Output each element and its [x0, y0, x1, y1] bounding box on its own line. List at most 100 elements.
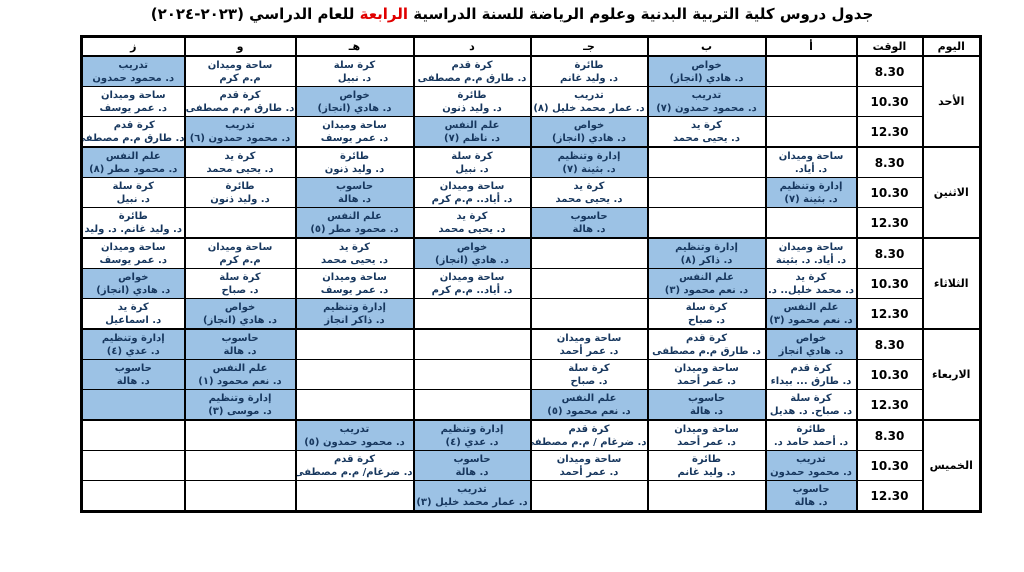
lesson-cell: كرة قدم د. طارق م.م مصطفى — [412, 55, 532, 87]
lesson-cell: تدريب د. عمار محمد خليل (٣) — [412, 480, 532, 512]
lesson-subject: كرة سلة — [112, 180, 154, 192]
lesson-teacher: د. هادي (انجاز) — [435, 254, 509, 266]
lesson-cell: طائرة د. وليد ذنون — [294, 146, 415, 178]
lesson-cell: حاسوب د. هالة — [183, 328, 297, 360]
lesson-cell: خواص د. هادي انجاز — [764, 328, 858, 360]
time-cell: 12.30 — [855, 207, 924, 239]
empty-cell — [294, 389, 415, 421]
schedule-table-wrapper: اليوم الوقت أ ب جـ د هـ و ز الأحد 8.30 خوا… — [0, 35, 982, 513]
header-group-e: هـ — [294, 36, 415, 57]
lesson-teacher: د. محمود حمدون — [92, 72, 175, 84]
lesson-cell: كرة قدم د. طارق م.م مصطفى — [80, 116, 186, 148]
lesson-cell: ساحة وميدان د. عمر أحمد — [646, 419, 767, 451]
lesson-subject: كرة يد — [691, 119, 722, 131]
empty-cell — [412, 298, 532, 330]
lesson-teacher: د. وليد غانم — [677, 466, 736, 478]
lesson-subject: حاسوب — [335, 180, 374, 192]
lesson-cell: حاسوب د. هالة — [412, 450, 532, 481]
lesson-cell: علم النفس د. نعم محمود (٣) — [646, 268, 767, 299]
lesson-teacher: د. وليد غانم — [560, 72, 618, 84]
page-title: جدول دروس كلية التربية البدنية وعلوم الر… — [0, 0, 1024, 23]
lesson-cell: إدارة وتنظيم د. ذاكر (٨) — [646, 237, 767, 269]
empty-cell — [80, 480, 186, 512]
schedule-row: الاثنين 8.30 ساحة وميدان د. أياد. إدارة وتنظ… — [80, 146, 982, 239]
empty-cell — [764, 86, 858, 117]
lesson-teacher: د. طارق م.م مصطفى — [417, 72, 527, 84]
lesson-subject: حاسوب — [792, 483, 830, 495]
lesson-cell: علم النفس د. نعم محمود (١) — [183, 359, 297, 390]
schedule-row: الخميس 8.30 طائرة د. أحمد حامد د. ساحة وميدا… — [80, 419, 982, 512]
lesson-cell: طائرة د. وليد ذنون — [183, 177, 297, 208]
time-cell: 8.30 — [855, 328, 924, 360]
lesson-teacher: م.م كرم — [219, 254, 261, 266]
lesson-teacher: د. هالة — [572, 223, 606, 235]
lesson-subject: طائرة — [691, 453, 722, 465]
lesson-cell: إدارة وتنظيم د. بثينة (٧) — [764, 177, 858, 208]
lesson-cell: كرة قدم د. ضرغام / م.م مصطفى — [529, 419, 649, 451]
lesson-teacher: د. عدي (٤) — [445, 436, 499, 448]
title-prefix: جدول دروس كلية التربية البدنية وعلوم الر… — [408, 5, 874, 23]
time-cell: 8.30 — [855, 146, 924, 178]
lesson-subject: كرة قدم — [451, 59, 493, 71]
lesson-teacher: د. طارق م.م مصطفى — [185, 102, 295, 114]
day-cell: الخميس — [921, 419, 982, 512]
lesson-subject: طائرة — [339, 150, 370, 162]
title-highlight: الرابعة — [359, 5, 409, 23]
header-day: اليوم — [921, 36, 982, 57]
lesson-subject: حاسوب — [114, 362, 152, 374]
schedule-row: 10.30 تدريب د. محمود حمدون (٧) تدريب د. عمار… — [80, 86, 981, 117]
lesson-cell: كرة سلة د. صباح — [529, 359, 649, 390]
lesson-teacher: د. ضرغام / م.م مصطفى — [530, 436, 647, 448]
lesson-teacher: د. يحيى محمد — [321, 254, 388, 266]
header-time: الوقت — [855, 36, 924, 57]
lesson-cell: كرة يد د. يحيى محمد — [646, 116, 767, 148]
lesson-teacher: د. طارق م.م مصطفى — [652, 345, 761, 357]
time-cell: 10.30 — [855, 359, 924, 390]
lesson-subject: طائرة — [457, 89, 487, 101]
lesson-teacher: د. عمار محمد خليل (٣) — [416, 496, 528, 508]
lesson-cell: حاسوب د. هالة — [80, 359, 186, 390]
empty-cell — [80, 389, 186, 421]
day-cell: الأحد — [921, 55, 982, 148]
lesson-subject: ساحة وميدان — [556, 453, 622, 465]
lesson-subject: علم النفس — [327, 210, 382, 222]
lesson-subject: ساحة وميدان — [100, 241, 166, 253]
empty-cell — [80, 419, 186, 451]
lesson-cell: كرة سلة د. نبيل — [294, 55, 415, 87]
schedule-row: 12.30 حاسوب د. هالة تدريب د. عمار محمد خليل … — [80, 480, 981, 512]
lesson-teacher: د. محمود حمدون — [770, 466, 852, 478]
lesson-teacher: د. هالة — [338, 193, 371, 205]
lesson-subject: طائرة — [225, 180, 255, 192]
lesson-teacher: د. عمر يوسف — [320, 284, 389, 296]
header-group-d: د — [412, 36, 532, 57]
lesson-cell: ساحة وميدان م.م كرم — [183, 237, 297, 269]
lesson-teacher: د. أياد. د. بثينة — [775, 254, 847, 266]
lesson-subject: إدارة وتنظيم — [101, 332, 165, 344]
lesson-subject: إدارة وتنظيم — [779, 180, 843, 192]
lesson-teacher: د. هادي انجاز — [778, 345, 844, 357]
lesson-teacher: د. عمر أحمد — [677, 436, 736, 448]
lesson-subject: تدريب — [339, 423, 370, 435]
lesson-teacher: د. محمود مطر (٥) — [310, 223, 399, 235]
lesson-teacher: د. وليد ذنون — [442, 102, 502, 114]
lesson-teacher: د. ذاكر انجاز — [324, 314, 385, 326]
lesson-subject: كرة قدم — [333, 453, 376, 465]
header-group-a: أ — [764, 36, 858, 57]
lesson-cell: كرة سلة د. نبيل — [80, 177, 186, 208]
day-cell: الاثنين — [921, 146, 982, 239]
title-suffix: للعام الدراسي (٢٠٢٣-٢٠٢٤) — [150, 5, 360, 23]
lesson-subject: ساحة وميدان — [674, 423, 739, 435]
lesson-teacher: د. هالة — [794, 496, 828, 508]
lesson-teacher: د. نعم محمود (٣) — [664, 284, 749, 296]
lesson-subject: تدريب — [796, 453, 826, 465]
lesson-teacher: د. هالة — [223, 345, 257, 357]
lesson-teacher: د. ذاكر (٨) — [680, 254, 733, 266]
lesson-subject: إدارة وتنظيم — [208, 392, 272, 404]
lesson-teacher: د. نعم محمود (١) — [198, 375, 282, 387]
empty-cell — [764, 116, 858, 148]
lesson-cell: كرة سلة د. صباح — [646, 298, 767, 330]
time-cell: 12.30 — [855, 116, 924, 148]
lesson-teacher: د. أياد.. م.م كرم — [431, 284, 513, 296]
lesson-cell: تدريب د. محمود حمدون — [80, 55, 186, 87]
lesson-subject: ساحة وميدان — [674, 362, 739, 374]
